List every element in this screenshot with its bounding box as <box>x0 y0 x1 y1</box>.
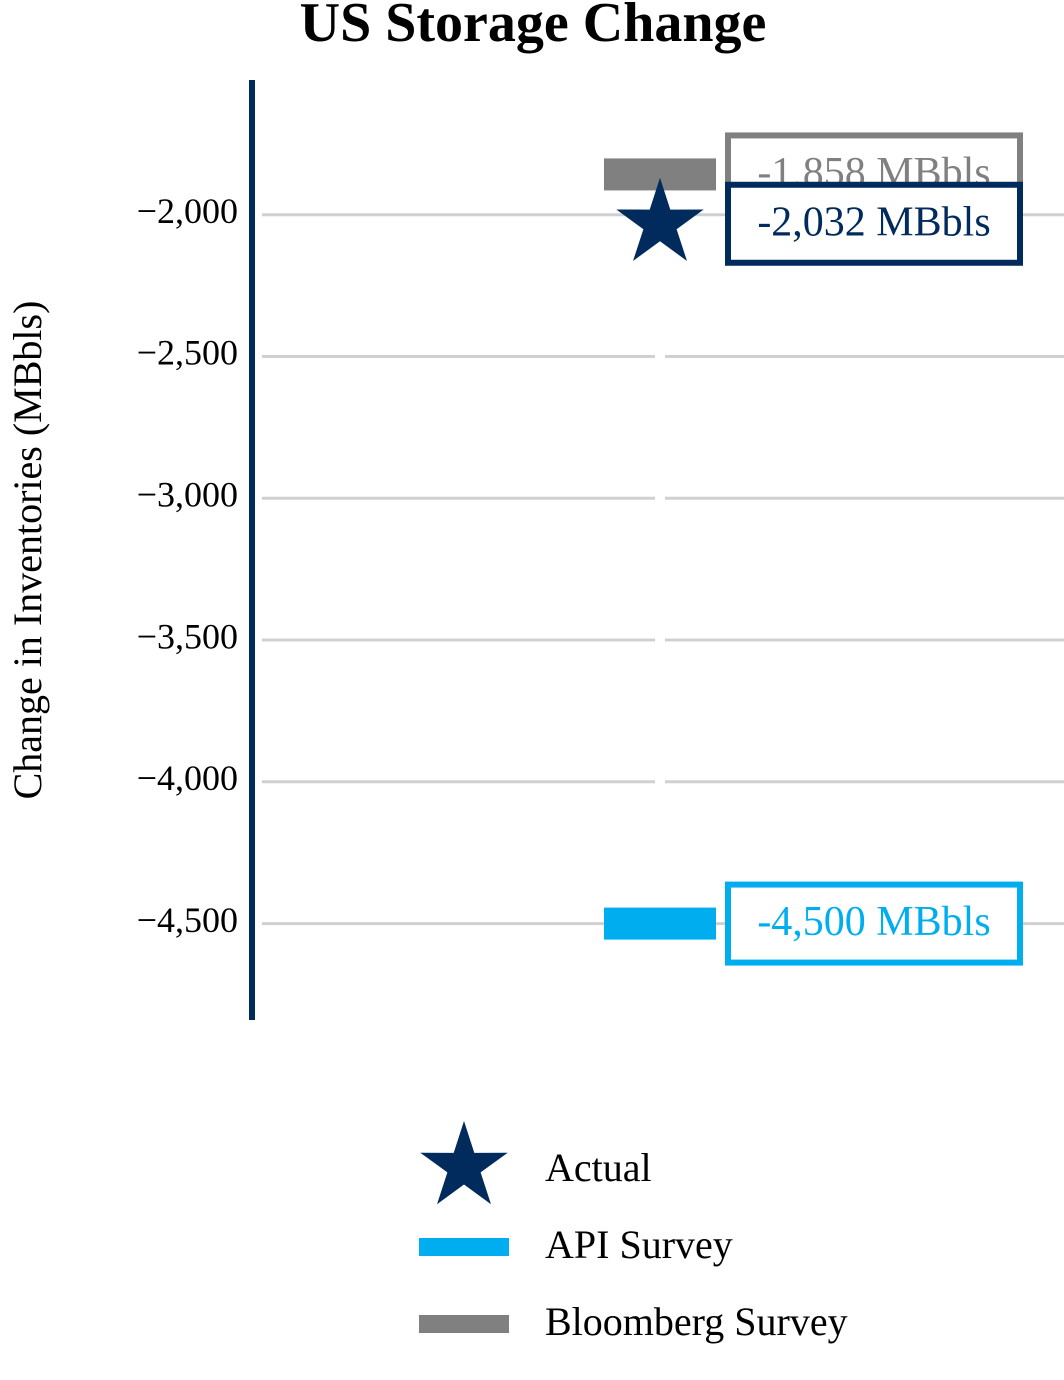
y-axis-label: Change in Inventories (MBbls) <box>5 301 50 800</box>
legend-label: API Survey <box>545 1222 733 1267</box>
y-tick-label: −4,000 <box>137 758 238 798</box>
chart-title: US Storage Change <box>300 0 767 54</box>
legend-marker <box>420 1121 508 1205</box>
label-box <box>725 881 1023 966</box>
label-box <box>725 181 1023 266</box>
star-marker <box>616 177 704 261</box>
y-tick-label: −3,500 <box>137 616 238 656</box>
y-tick-label: −2,000 <box>137 191 238 231</box>
y-tick-label: −3,000 <box>137 475 238 515</box>
data-label: -2,032 MBbls <box>757 199 990 245</box>
legend-label: Actual <box>545 1145 652 1190</box>
legend-marker <box>419 1315 509 1333</box>
data-label: -4,500 MBbls <box>757 899 990 945</box>
y-tick-label: −2,500 <box>137 333 238 373</box>
dash-marker <box>604 907 716 940</box>
y-tick-label: −4,500 <box>137 900 238 940</box>
legend-label: Bloomberg Survey <box>545 1299 848 1344</box>
legend-marker <box>419 1238 509 1256</box>
